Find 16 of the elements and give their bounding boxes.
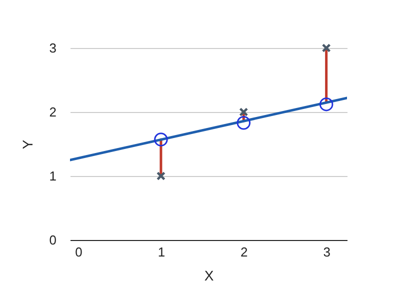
x-axis-title: X (204, 268, 214, 284)
y-tick-label: 3 (49, 40, 56, 56)
y-tick-label: 1 (49, 168, 56, 184)
point (154, 132, 168, 146)
x-tick-label: 3 (323, 244, 330, 260)
y-tick-label: 0 (49, 232, 56, 248)
x-tick-label: 0 (75, 244, 82, 260)
y-axis-title: Y (19, 139, 36, 150)
point (236, 116, 251, 130)
point (239, 108, 248, 116)
point (319, 97, 334, 112)
point (322, 44, 331, 52)
point (156, 172, 166, 180)
y-tick-label: 2 (49, 104, 56, 120)
x-tick-label: 1 (158, 244, 166, 260)
x-tick-label: 2 (240, 244, 248, 260)
